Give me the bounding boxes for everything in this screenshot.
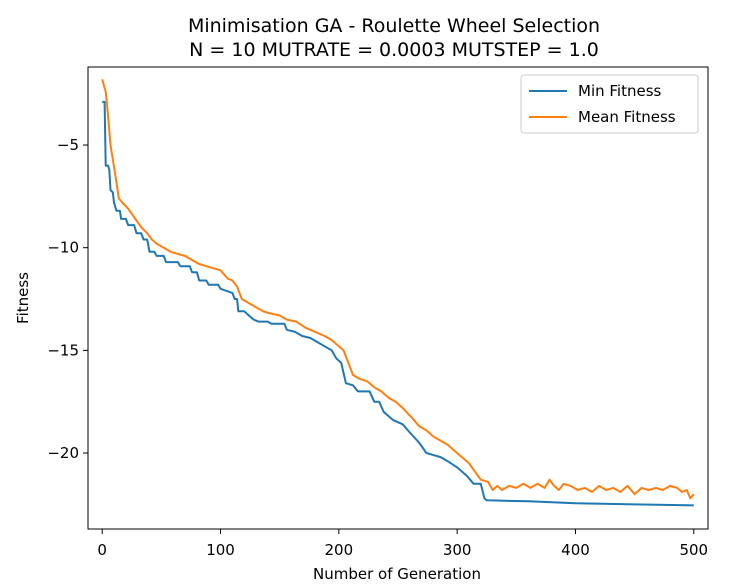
x-axis: 0 100 200 300 400 500 <box>97 529 708 559</box>
chart-subtitle: N = 10 MUTRATE = 0.0003 MUTSTEP = 1.0 <box>189 39 599 61</box>
y-tick-label: −10 <box>47 239 79 257</box>
legend-label-mean-fitness: Mean Fitness <box>578 108 676 126</box>
x-tick-label: 0 <box>97 541 107 559</box>
x-tick-label: 400 <box>561 541 590 559</box>
legend-box <box>520 74 699 134</box>
series-line-mean-fitness <box>101 79 695 500</box>
x-tick-label: 200 <box>325 541 354 559</box>
series-line-min-fitness <box>102 100 694 507</box>
y-tick-label: −20 <box>47 444 79 462</box>
plot-frame <box>87 66 709 530</box>
x-tick-label: 100 <box>206 541 235 559</box>
legend: Min Fitness Mean Fitness <box>520 74 699 134</box>
y-tick-label: −15 <box>47 341 79 359</box>
plot-lines <box>101 79 695 507</box>
legend-label-min-fitness: Min Fitness <box>578 82 662 100</box>
y-axis-label: Fitness <box>14 272 32 324</box>
x-tick-label: 300 <box>443 541 472 559</box>
x-axis-label: Number of Generation <box>313 565 481 583</box>
chart-title: Minimisation GA - Roulette Wheel Selecti… <box>188 15 600 37</box>
x-tick-label: 500 <box>679 541 708 559</box>
y-axis: −5 −10 −15 −20 <box>47 136 88 462</box>
y-tick-label: −5 <box>57 136 79 154</box>
